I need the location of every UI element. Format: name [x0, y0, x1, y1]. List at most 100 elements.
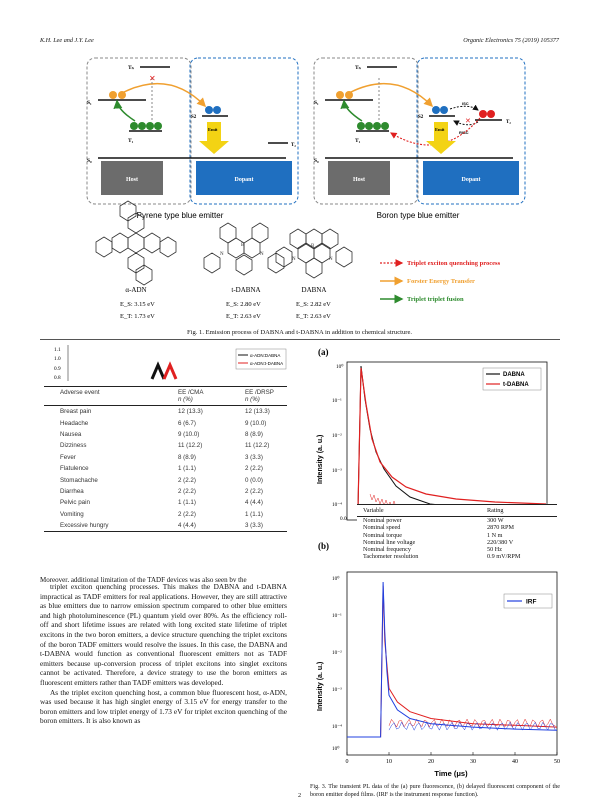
figure-1-caption: Fig. 1. Emission process of DABNA and t-… — [186, 329, 413, 336]
table-row: Stomachache 2 (2.2) 0 (0.0) — [44, 474, 287, 485]
count-cell: 9 (10.0) — [245, 419, 267, 427]
svg-text:Dopant: Dopant — [234, 177, 253, 183]
motor-table-row: Nominal line voltage 220/380 V — [357, 539, 557, 546]
table-row: Flatulence 1 (1.1) 2 (2.2) — [44, 463, 287, 474]
svg-text:α-ADN:DABNA: α-ADN:DABNA — [250, 353, 280, 358]
chart-b-yticks: 10⁰ 10⁻¹ 10⁻² 10⁻³ 10⁻⁴ 10⁰ — [332, 576, 342, 752]
svg-text:DABNA: DABNA — [503, 372, 525, 378]
variable-cell: Nominal line voltage — [363, 538, 416, 546]
svg-text:N: N — [260, 252, 264, 257]
count-cell: 1 (1.1) — [245, 510, 263, 518]
motor-table-wrap: Variable Rating Nominal power 300 W Nominal… — [357, 504, 557, 572]
page-number: 2 — [297, 792, 302, 799]
svg-text:T₂: T₂ — [291, 143, 296, 148]
running-header-journal: Organic Electronics 75 (2019) 105377 — [463, 37, 559, 44]
y-tick-label: 10⁻⁴ — [332, 724, 342, 730]
rating-cell: 0.9 mV/RPM — [487, 553, 521, 561]
caption-rule — [40, 339, 560, 340]
adverse-event-cell: Nausea — [60, 430, 82, 438]
svg-text:10⁻³: 10⁻³ — [332, 468, 342, 474]
count-cell: 3 (3.3) — [245, 522, 263, 530]
svg-text:10⁰: 10⁰ — [336, 364, 343, 370]
svg-text:α-ADN: α-ADN — [125, 286, 146, 294]
svg-text:E_S: 2.80 eV: E_S: 2.80 eV — [226, 301, 261, 308]
svg-text:✕: ✕ — [465, 117, 471, 125]
svg-text:1.0: 1.0 — [54, 356, 61, 362]
chart-b-panel-label: (b) — [318, 541, 329, 551]
svg-text:S₁: S₁ — [87, 100, 92, 106]
running-header-authors: K.H. Lee and J.Y. Lee — [40, 37, 94, 44]
svg-text:(a): (a) — [318, 347, 329, 357]
count-cell: 2 (2.2) — [245, 487, 263, 495]
svg-text:ISC: ISC — [462, 101, 469, 106]
x-tick-label: 0 — [346, 759, 349, 765]
molecule-dabna: B N N — [275, 228, 353, 279]
count-cell: 2 (2.2) — [178, 487, 196, 495]
svg-text:S2: S2 — [418, 115, 424, 120]
x-tick-label: 40 — [512, 759, 518, 765]
table-row: Excessive hungry 4 (4.4) 3 (3.3) — [44, 520, 287, 532]
paragraph-1: triplet exciton quenching processes. Thi… — [40, 582, 287, 687]
motor-table-row: Nominal power 300 W — [357, 517, 557, 525]
rating-cell: 300 W — [487, 517, 504, 525]
adverse-event-cell: Vomiting — [60, 510, 84, 518]
chart-b-xticks: 0 10 20 30 40 50 — [346, 752, 560, 765]
motor-table-row: Nominal torque 1 N m — [357, 532, 557, 539]
table-row: Vomiting 2 (2.2) 1 (1.1) — [44, 509, 287, 520]
y-tick-label: 10⁻¹ — [332, 613, 342, 619]
x-tick-label: 20 — [428, 759, 434, 765]
count-cell: 3 (3.3) — [245, 453, 263, 461]
svg-text:E_S: 3.15 eV: E_S: 3.15 eV — [120, 301, 155, 308]
rating-cell: 1 N m — [487, 531, 503, 539]
count-cell: 2 (2.2) — [178, 476, 196, 484]
svg-text:S₀: S₀ — [87, 158, 92, 164]
svg-text:Triplet exciton quenching proc: Triplet exciton quenching process — [407, 260, 501, 267]
paragraph-2: As the triplet exciton quenching host, a… — [40, 687, 287, 726]
count-cell: 4 (4.4) — [245, 499, 263, 507]
count-cell: 8 (8.9) — [178, 453, 196, 461]
molecule-alpha-adn — [95, 200, 177, 286]
series-line-irf — [347, 581, 558, 738]
series-noise — [388, 721, 556, 731]
svg-text:E_T: 2.63 eV: E_T: 2.63 eV — [226, 313, 261, 320]
adverse-event-cell: Fever — [60, 453, 76, 461]
count-cell: 11 (12.2) — [245, 442, 270, 450]
motor-table-row: Nominal speed 2870 RPM — [357, 524, 557, 531]
boron-diagram: Tₙ S₁ T₁ S2 T₂ ISC RISC ✕ S₀ Emit Host D… — [313, 57, 526, 220]
svg-text:Forster Energy Transfer: Forster Energy Transfer — [407, 278, 475, 285]
adverse-event-cell: Headache — [60, 419, 89, 427]
svg-text:S₀: S₀ — [314, 158, 319, 164]
table-row: Fever 8 (8.9) 3 (3.3) — [44, 452, 287, 463]
rating-cell: 2870 RPM — [487, 524, 514, 532]
count-cell: 1 (1.1) — [178, 499, 196, 507]
table-row: Headache 6 (6.7) 9 (10.0) — [44, 417, 287, 428]
svg-text:N: N — [220, 252, 224, 257]
variable-cell: Nominal speed — [363, 524, 401, 532]
chart-b-xlabel: Time (μs) — [434, 769, 468, 778]
adverse-event-cell: Excessive hungry — [60, 522, 109, 530]
x-tick-label: 30 — [470, 759, 476, 765]
count-cell: 6 (6.7) — [178, 419, 196, 427]
svg-text:t-DABNA: t-DABNA — [231, 286, 260, 294]
chart-b-legend — [503, 593, 553, 609]
svg-text:Triplet triplet fusion: Triplet triplet fusion — [407, 296, 464, 303]
variable-cell: Tachometer resolution — [363, 553, 419, 561]
svg-text:T₂: T₂ — [506, 120, 511, 125]
figure-1: Tₙ S₁ T₁ S2 T₂ S₀ ✕ Emit Host Dopant Pyr… — [86, 57, 526, 320]
motor-table: Variable Rating Nominal power 300 W Nominal… — [357, 505, 557, 560]
inset-chart: 1.1 1.0 0.9 0.8 α-ADN:DABNA α-ADN:t-DABN… — [54, 345, 287, 381]
svg-text:Emit: Emit — [435, 127, 445, 132]
svg-text:t-DABNA: t-DABNA — [503, 382, 529, 388]
adverse-events-table: Adverse event EE /CMA n (%) EE /DRSP n (%)… — [44, 387, 287, 532]
adverse-event-cell: Flatulence — [60, 465, 89, 473]
rating-cell: 50 Hz — [487, 546, 502, 554]
svg-text:N: N — [329, 257, 333, 262]
table-row: Dizziness 11 (12.2) 11 (12.2) — [44, 440, 287, 451]
count-cell: 2 (2.2) — [178, 510, 196, 518]
svg-text:E_T: 2.63 eV: E_T: 2.63 eV — [296, 313, 331, 320]
y-tick-label: 10⁻³ — [332, 687, 342, 693]
count-cell: 9 (10.0) — [178, 430, 200, 438]
adverse-event-cell: Stomachache — [60, 476, 98, 484]
svg-text:α-ADN:t-DABNA: α-ADN:t-DABNA — [250, 361, 283, 366]
svg-text:Dopant: Dopant — [461, 177, 480, 183]
